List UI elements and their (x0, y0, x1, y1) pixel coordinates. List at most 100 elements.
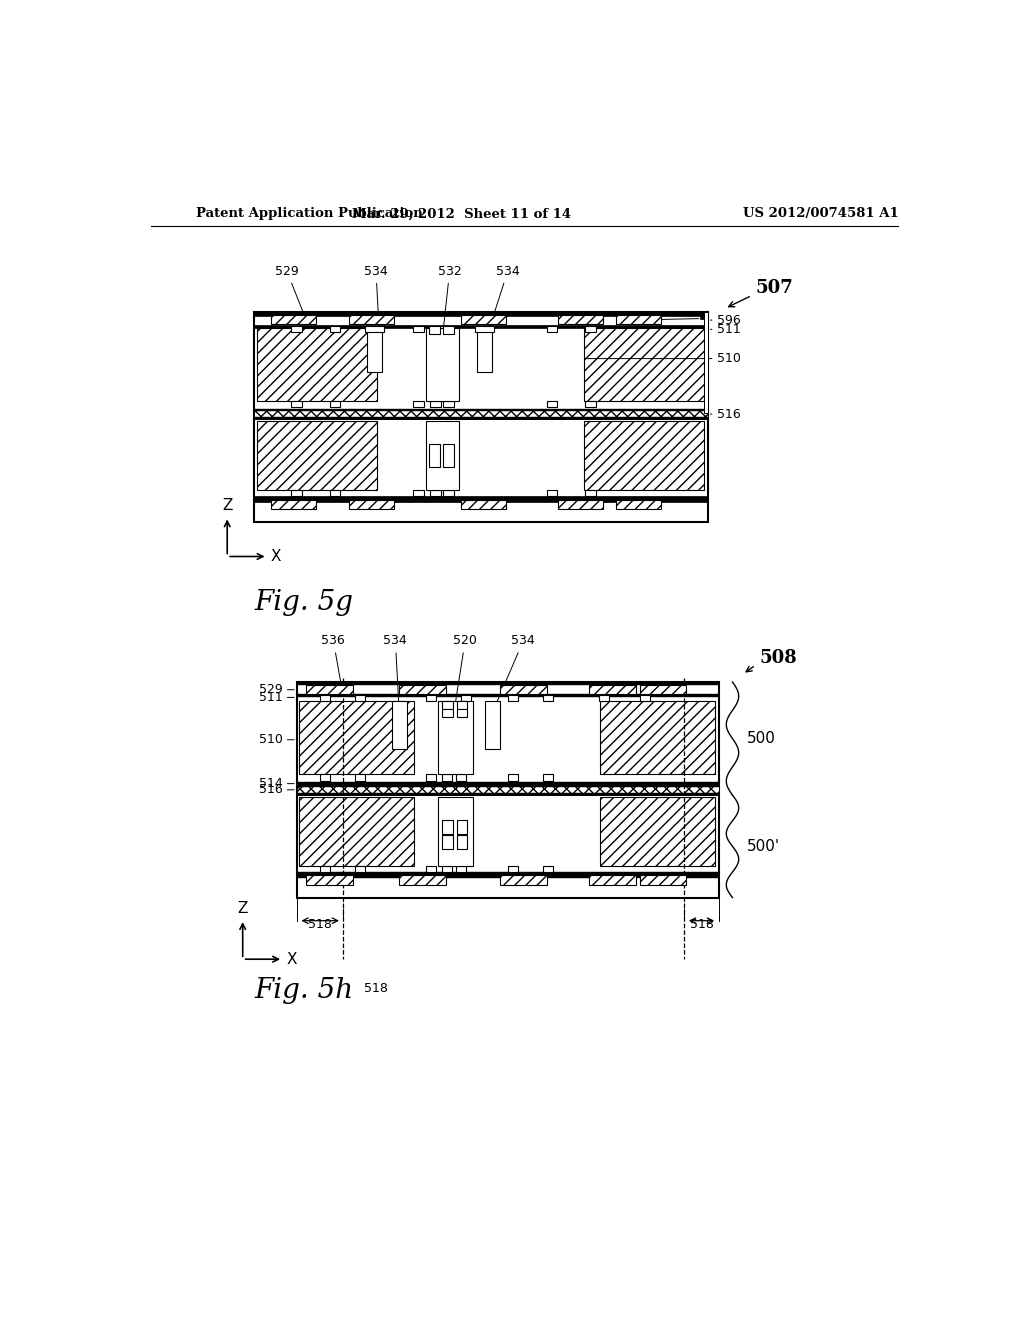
Bar (399, 685, 445, 694)
Bar (430, 490, 441, 496)
Text: 500': 500' (746, 840, 779, 854)
Bar (254, 313, 708, 317)
Bar (297, 873, 719, 875)
Bar (456, 775, 466, 780)
Bar (355, 775, 366, 780)
Bar (414, 326, 424, 333)
Bar (349, 499, 394, 508)
Bar (461, 696, 471, 701)
Text: X: X (286, 952, 297, 966)
Bar (589, 875, 636, 884)
Bar (547, 326, 557, 333)
Bar (484, 701, 500, 748)
Bar (321, 775, 331, 780)
Bar (438, 701, 473, 775)
Bar (600, 701, 715, 775)
Bar (700, 315, 703, 318)
Bar (391, 701, 407, 748)
Bar (426, 421, 459, 490)
Bar (461, 314, 506, 323)
Bar (330, 490, 340, 496)
Bar (586, 326, 596, 333)
Bar (584, 327, 703, 401)
Text: 529: 529 (259, 684, 283, 696)
Bar (254, 496, 708, 499)
Bar (456, 866, 466, 873)
Bar (355, 866, 366, 873)
Bar (297, 785, 719, 788)
Text: 516: 516 (717, 408, 740, 421)
Bar (477, 327, 493, 372)
Bar (349, 314, 394, 323)
Text: 536: 536 (322, 635, 345, 694)
Text: Z: Z (222, 499, 232, 513)
Bar (291, 326, 302, 333)
Bar (640, 685, 686, 694)
Bar (442, 820, 453, 834)
Bar (414, 490, 424, 496)
Bar (257, 421, 377, 490)
Bar (254, 409, 708, 420)
Text: Z: Z (238, 902, 248, 916)
Bar (500, 685, 547, 694)
Bar (429, 326, 440, 334)
Text: X: X (270, 549, 282, 564)
Bar (399, 875, 445, 884)
Text: 508: 508 (760, 648, 798, 667)
Bar (254, 409, 708, 411)
Bar (457, 820, 467, 834)
Bar (558, 499, 603, 508)
Bar (297, 793, 719, 795)
Bar (442, 775, 452, 780)
Bar (586, 401, 596, 407)
Bar (547, 490, 557, 496)
Bar (600, 797, 715, 866)
Bar (297, 875, 719, 878)
Text: 596: 596 (717, 314, 740, 326)
Text: 534: 534 (485, 265, 519, 341)
Bar (414, 401, 424, 407)
Bar (297, 694, 719, 697)
Bar (330, 401, 340, 407)
Bar (438, 797, 473, 866)
Text: 598: 598 (620, 314, 698, 326)
Text: 529: 529 (275, 265, 305, 318)
Text: 520: 520 (454, 635, 477, 702)
Bar (599, 696, 609, 701)
Bar (254, 417, 708, 420)
Bar (442, 401, 454, 407)
Bar (457, 836, 467, 849)
Bar (299, 701, 414, 775)
Bar (291, 401, 302, 407)
Bar (439, 326, 451, 333)
Text: 534: 534 (384, 635, 408, 710)
Text: 518: 518 (689, 919, 714, 932)
Bar (430, 401, 441, 407)
Bar (584, 421, 703, 490)
Bar (429, 444, 440, 467)
Text: 510: 510 (259, 733, 283, 746)
Text: Patent Application Publication: Patent Application Publication (197, 207, 423, 220)
Bar (254, 313, 708, 521)
Text: 514: 514 (259, 777, 283, 791)
Bar (254, 499, 708, 502)
Text: US 2012/0074581 A1: US 2012/0074581 A1 (743, 207, 899, 220)
Text: 534: 534 (494, 635, 536, 710)
Bar (558, 314, 603, 323)
Bar (547, 401, 557, 407)
Bar (271, 314, 316, 323)
Bar (426, 696, 436, 701)
Bar (321, 866, 331, 873)
Bar (297, 785, 719, 795)
Bar (367, 327, 382, 372)
Text: 532: 532 (437, 265, 462, 333)
Bar (426, 327, 459, 401)
Bar (442, 866, 452, 873)
Bar (500, 875, 547, 884)
Bar (297, 781, 719, 785)
Text: 507: 507 (756, 279, 794, 297)
Bar (355, 696, 366, 701)
Bar (640, 696, 649, 701)
Bar (321, 696, 331, 701)
Bar (589, 685, 636, 694)
